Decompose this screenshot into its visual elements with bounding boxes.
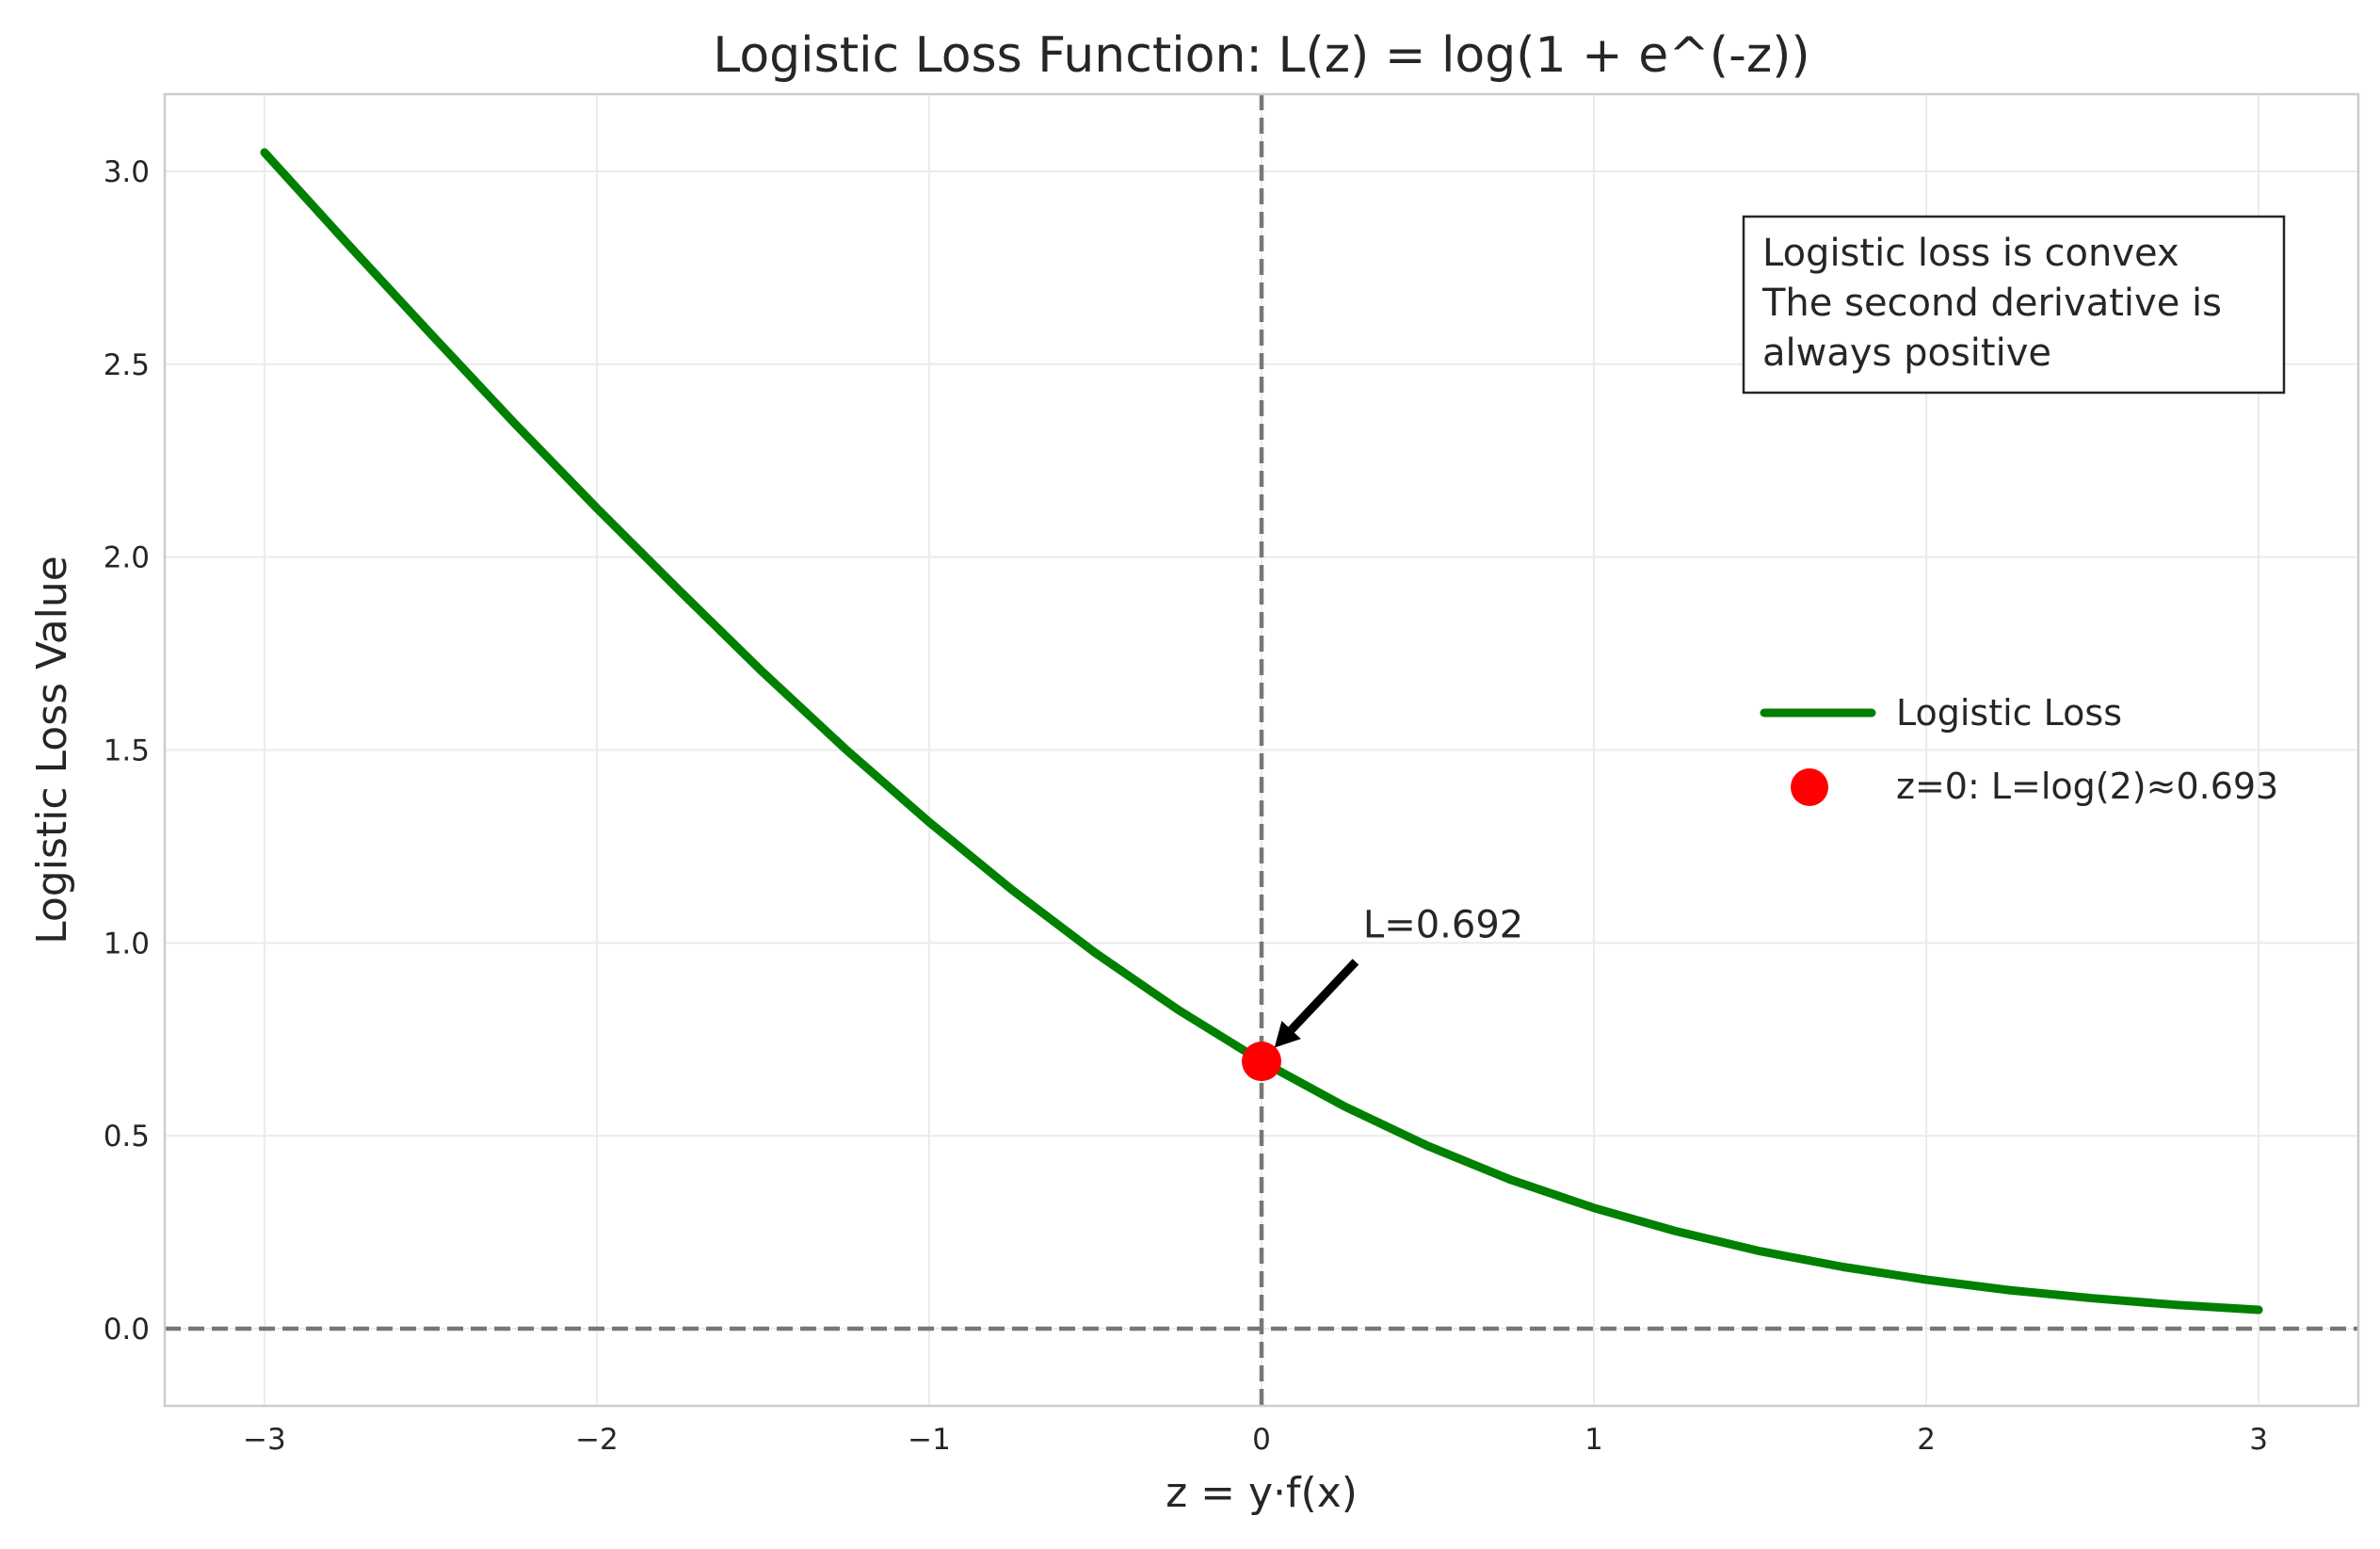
x-tick-label: −2 [575,1423,619,1457]
y-axis-ticks: 0.0 0.5 1.0 1.5 2.0 2.5 3.0 [104,155,150,1347]
x-tick-label: 1 [1584,1423,1603,1457]
annotation-layer: L=0.692 [1274,903,1523,1048]
scatter-point [1242,1041,1281,1082]
y-tick-label: 2.0 [104,541,150,575]
y-tick-label: 2.5 [104,348,150,382]
x-axis-label: z = y·f(x) [1166,1469,1358,1517]
plot-frame [163,92,2360,1408]
annotation-arrow-head [1274,1021,1301,1048]
y-axis-label: Logistic Loss Value [28,556,76,944]
legend-dot-swatch [1791,768,1828,806]
note-textbox-line: Logistic loss is convex [1762,232,2179,275]
chart-title: Logistic Loss Function: L(z) = log(1 + e… [713,27,1809,84]
y-tick-label: 1.5 [104,734,150,768]
note-textbox: Logistic loss is convex The second deriv… [1742,215,2286,395]
x-tick-label: 0 [1252,1423,1271,1457]
legend-label: z=0: L=log(2)≈0.693 [1896,766,2278,807]
series-layer [260,148,2263,1315]
x-tick-label: −1 [908,1423,951,1457]
annotation-label: L=0.692 [1363,903,1523,946]
y-tick-label: 0.5 [104,1120,150,1154]
note-textbox-line: The second derivative is [1761,282,2222,325]
legend-label: Logistic Loss [1896,692,2122,734]
y-tick-label: 1.0 [104,927,150,960]
y-tick-label: 3.0 [104,155,150,189]
reference-lines [165,94,2358,1406]
legend: Logistic Loss z=0: L=log(2)≈0.693 [1760,692,2278,807]
x-axis-ticks: −3 −2 −1 0 1 2 3 [243,1423,2268,1457]
y-tick-label: 0.0 [104,1313,150,1347]
x-tick-label: −3 [243,1423,286,1457]
note-textbox-frame [1742,215,2286,395]
note-textbox-line: always positive [1762,331,2051,375]
x-tick-label: 2 [1917,1423,1936,1457]
x-tick-label: 3 [2249,1423,2268,1457]
annotation-arrow-shaft [1288,959,1359,1033]
